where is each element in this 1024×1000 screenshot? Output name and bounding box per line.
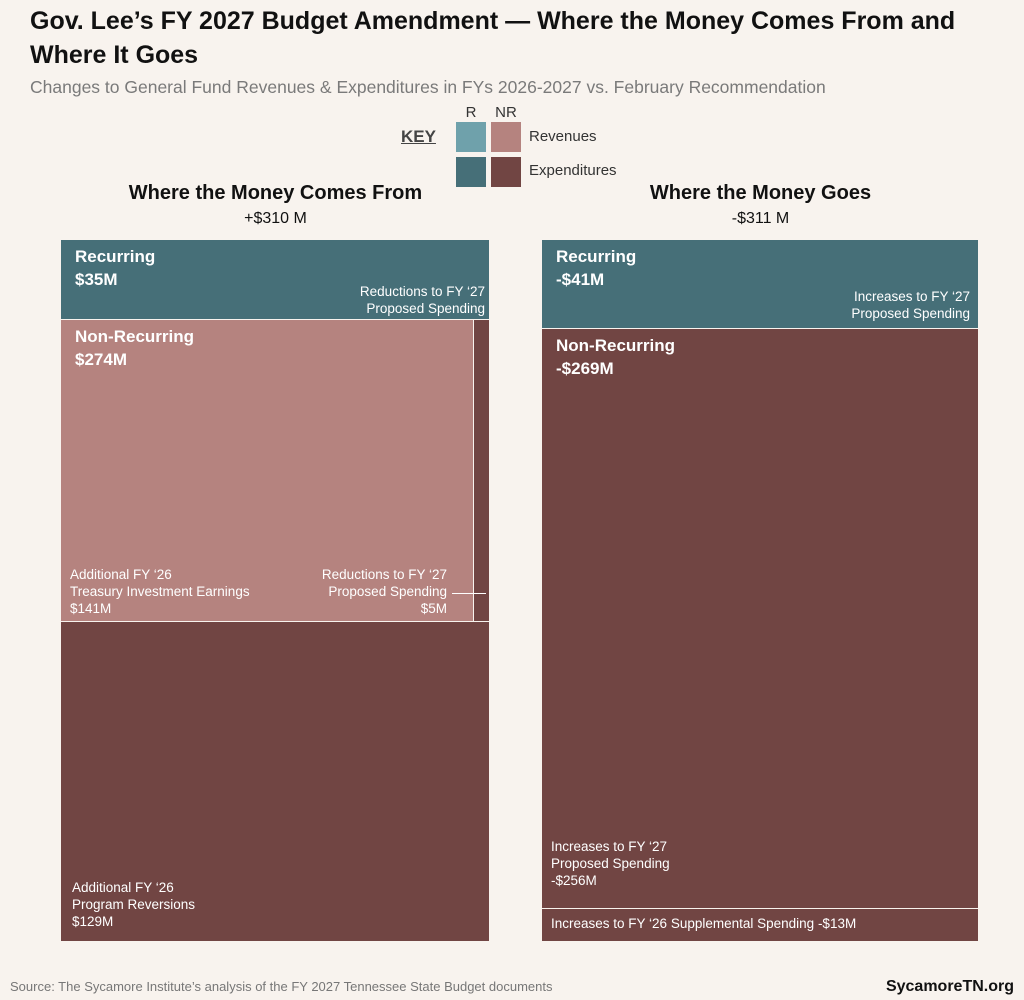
item-name: Increases to FY ‘27 bbox=[853, 289, 970, 304]
item-name: Additional FY ‘26 bbox=[72, 880, 174, 895]
brand: SycamoreTN.org bbox=[885, 978, 1014, 995]
key-row: Revenues bbox=[529, 128, 597, 145]
group-name: Recurring bbox=[75, 247, 156, 266]
item-value: -$256M bbox=[551, 873, 597, 888]
group-label: Recurring -$41M bbox=[556, 245, 636, 291]
item-name: Proposed Spending bbox=[366, 301, 485, 316]
panel-title: Where the Money Comes From bbox=[128, 182, 423, 204]
item-value: $141M bbox=[70, 601, 112, 616]
key-swatch bbox=[456, 122, 486, 152]
item-label: Reductions to FY ‘27 Proposed Spending bbox=[335, 283, 485, 317]
key-title: KEY bbox=[401, 127, 436, 146]
title: Gov. Lee’s FY 2027 Budget Amendment — Wh… bbox=[30, 7, 956, 69]
item-name: Reductions to FY ‘27 bbox=[321, 567, 447, 582]
item-name: Additional FY ‘26 bbox=[70, 567, 172, 582]
item-label: Increases to FY ‘27 Proposed Spending -$25… bbox=[551, 838, 751, 889]
group-label: Non-Recurring -$269M bbox=[556, 334, 675, 380]
item-label: Increases to FY ‘26 Supplemental Spendin… bbox=[551, 915, 971, 932]
treemap-cell bbox=[61, 622, 490, 942]
treemap-cell bbox=[542, 240, 979, 329]
item-label: Additional FY ‘26 Program Reversions $129M bbox=[72, 879, 272, 930]
item-value: -$13M bbox=[817, 916, 857, 931]
key-swatch bbox=[456, 157, 486, 187]
item-value: $129M bbox=[72, 914, 114, 929]
key-column: R bbox=[465, 104, 477, 121]
group-value: $35M bbox=[75, 270, 118, 289]
item-label: Reductions to FY ‘27 Proposed Spending $5M bbox=[297, 566, 447, 617]
item-label: Additional FY ‘26 Treasury Investment Ear… bbox=[70, 566, 300, 617]
treemap-cell bbox=[61, 240, 490, 320]
item-value: $5M bbox=[420, 601, 447, 616]
panel-total: +$310 M bbox=[244, 210, 307, 227]
item-name: Reductions to FY ‘27 bbox=[359, 284, 485, 299]
key-swatch bbox=[491, 122, 521, 152]
treemap-cell bbox=[542, 329, 979, 909]
item-name: Program Reversions bbox=[72, 897, 196, 912]
leader-line bbox=[452, 593, 486, 594]
panel-total: -$311 M bbox=[731, 210, 790, 227]
treemap-cell bbox=[542, 909, 979, 942]
group-value: -$269M bbox=[556, 359, 614, 378]
item-label: Increases to FY ‘27 Proposed Spending bbox=[820, 288, 970, 322]
group-name: Recurring bbox=[556, 247, 637, 266]
item-name: Proposed Spending bbox=[551, 856, 670, 871]
subtitle: Changes to General Fund Revenues & Expen… bbox=[30, 77, 826, 97]
group-label: Recurring $35M bbox=[75, 245, 155, 291]
group-value: $274M bbox=[75, 350, 127, 369]
key-column: NR bbox=[495, 104, 517, 121]
panel-title: Where the Money Goes bbox=[649, 182, 872, 204]
group-name: Non-Recurring bbox=[556, 336, 675, 355]
item-name: Proposed Spending bbox=[851, 306, 970, 321]
item-name: Increases to FY ‘26 Supplemental Spendin… bbox=[551, 916, 815, 931]
treemap-cell bbox=[61, 320, 474, 622]
source: Source: The Sycamore Institute’s analysi… bbox=[10, 979, 553, 994]
group-label: Non-Recurring $274M bbox=[75, 325, 194, 371]
item-name: Proposed Spending bbox=[328, 584, 447, 599]
group-value: -$41M bbox=[556, 270, 605, 289]
item-name: Increases to FY ‘27 bbox=[551, 839, 668, 854]
treemap-cell bbox=[474, 320, 490, 622]
key-row: Expenditures bbox=[529, 162, 617, 179]
group-name: Non-Recurring bbox=[75, 327, 194, 346]
key-swatch bbox=[491, 157, 521, 187]
item-name: Treasury Investment Earnings bbox=[70, 584, 250, 599]
